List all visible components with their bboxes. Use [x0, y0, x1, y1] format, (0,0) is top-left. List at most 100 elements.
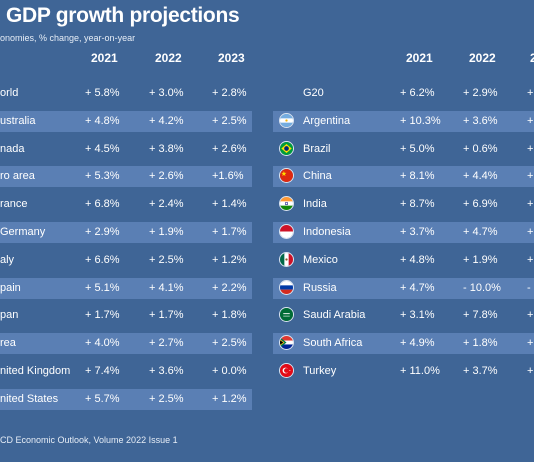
left-row-label: pain: [0, 281, 21, 294]
right-value-2: +: [527, 114, 534, 127]
right-row-label: India: [303, 198, 327, 211]
left-value-1: + 4.2%: [149, 114, 184, 127]
left-value-0: + 1.7%: [85, 309, 120, 322]
india-flag-icon: [279, 196, 294, 212]
left-value-1: + 4.1%: [149, 281, 184, 294]
right-value-0: + 11.0%: [400, 365, 440, 377]
left-row-label: rea: [0, 337, 16, 350]
right-value-2: +: [527, 226, 534, 238]
right-value-0: + 4.9%: [400, 337, 435, 350]
right-value-1: + 4.4%: [463, 170, 498, 183]
source-note: CD Economic Outlook, Volume 2022 Issue 1: [0, 435, 178, 445]
left-row-6: aly + 6.6% + 2.5% + 1.2%: [0, 250, 252, 271]
left-row-1: ustralia + 4.8% + 4.2% + 2.5%: [0, 110, 252, 132]
russia-flag-icon: [279, 279, 294, 295]
left-row-label: nited Kingdom: [0, 365, 71, 377]
right-value-1: + 7.8%: [463, 309, 498, 322]
right-value-2: +: [527, 365, 534, 377]
left-value-2: + 2.8%: [212, 87, 247, 99]
left-value-2: + 2.5%: [212, 114, 247, 127]
left-value-1: + 2.5%: [149, 392, 184, 405]
left-value-0: + 5.7%: [85, 392, 120, 405]
left-value-2: + 1.4%: [212, 198, 247, 211]
left-value-2: + 2.2%: [212, 281, 247, 294]
left-value-0: + 4.8%: [85, 114, 120, 127]
right-row-label: Saudi Arabia: [303, 309, 366, 322]
left-value-0: + 2.9%: [85, 226, 120, 238]
left-row-label: ro area: [0, 170, 35, 183]
right-value-2: +: [527, 170, 534, 183]
right-value-2: +: [527, 87, 534, 99]
china-flag-icon: [279, 168, 294, 184]
left-row-10: nited Kingdom + 7.4% + 3.6% + 0.0%: [0, 361, 252, 382]
left-value-2: + 1.2%: [212, 253, 247, 266]
left-row-label: orld: [0, 87, 19, 99]
left-value-2: + 1.7%: [212, 226, 247, 238]
right-row-label: South Africa: [303, 337, 363, 350]
right-row-label: G20: [303, 87, 324, 99]
south-africa-flag-icon: [279, 335, 294, 351]
left-header-1: 2022: [155, 51, 182, 65]
right-header-2: 2: [530, 51, 534, 65]
left-row-8: pan + 1.7% + 1.7% + 1.8%: [0, 305, 252, 326]
right-value-0: + 3.1%: [400, 309, 435, 322]
right-value-1: + 4.7%: [463, 226, 498, 238]
mexico-flag-icon: [279, 251, 294, 267]
turkey-flag-icon: [279, 363, 294, 378]
left-row-label: nada: [0, 142, 25, 155]
right-row-6: Mexico + 4.8% + 1.9% +: [273, 250, 534, 271]
right-value-1: - 10.0%: [463, 281, 501, 294]
left-row-0: orld + 5.8% + 3.0% + 2.8%: [0, 83, 252, 104]
right-row-label: Mexico: [303, 253, 338, 266]
left-value-0: + 6.8%: [85, 198, 120, 211]
right-value-1: + 0.6%: [463, 142, 498, 155]
right-value-2: +: [527, 337, 534, 350]
left-row-3: ro area + 5.3% + 2.6% +1.6%: [0, 166, 252, 188]
left-row-label: Germany: [0, 226, 46, 238]
argentina-flag-icon: [279, 112, 294, 128]
left-value-1: + 1.7%: [149, 309, 184, 322]
left-value-0: + 5.3%: [85, 170, 120, 183]
right-row-8: Saudi Arabia + 3.1% + 7.8% +: [273, 305, 534, 326]
left-row-11: nited States + 5.7% + 2.5% + 1.2%: [0, 388, 252, 410]
right-header-1: 2022: [469, 51, 496, 65]
brazil-flag-icon: [279, 140, 294, 156]
left-value-1: + 2.5%: [149, 253, 184, 266]
left-value-1: + 2.7%: [149, 337, 184, 350]
left-value-0: + 6.6%: [85, 253, 120, 266]
left-row-label: ustralia: [0, 114, 36, 127]
left-value-0: + 5.8%: [85, 87, 120, 99]
right-row-2: Brazil + 5.0% + 0.6% +: [273, 139, 534, 160]
right-row-label: China: [303, 170, 332, 183]
right-value-0: + 4.7%: [400, 281, 435, 294]
right-value-1: + 1.8%: [463, 337, 498, 350]
right-row-9: South Africa + 4.9% + 1.8% +: [273, 333, 534, 355]
right-value-1: + 6.9%: [463, 198, 498, 211]
right-value-0: + 10.3%: [400, 114, 441, 127]
right-value-2: - 4: [527, 281, 534, 294]
left-value-0: + 7.4%: [85, 365, 120, 377]
left-row-4: rance + 6.8% + 2.4% + 1.4%: [0, 194, 252, 215]
right-value-2: +: [527, 198, 534, 211]
right-header-0: 2021: [406, 51, 433, 65]
left-row-label: nited States: [0, 392, 59, 405]
saudi-arabia-flag-icon: [279, 307, 294, 323]
left-value-2: + 1.2%: [212, 392, 247, 405]
left-row-label: rance: [0, 198, 28, 211]
right-row-label: Indonesia: [303, 226, 351, 238]
right-row-3: China + 8.1% + 4.4% +: [273, 166, 534, 188]
right-value-1: + 3.6%: [463, 114, 498, 127]
left-row-5: Germany + 2.9% + 1.9% + 1.7%: [0, 222, 252, 243]
left-row-9: rea + 4.0% + 2.7% + 2.5%: [0, 333, 252, 355]
left-value-2: + 2.5%: [212, 337, 247, 350]
right-value-0: + 8.1%: [400, 170, 435, 183]
left-value-1: + 2.6%: [149, 170, 184, 183]
left-value-2: +1.6%: [212, 170, 244, 183]
left-value-2: + 0.0%: [212, 365, 247, 377]
right-value-2: +: [527, 253, 534, 266]
left-value-0: + 4.0%: [85, 337, 120, 350]
left-row-7: pain + 5.1% + 4.1% + 2.2%: [0, 277, 252, 299]
right-value-1: + 3.7%: [463, 365, 498, 377]
right-value-2: +: [527, 309, 534, 322]
left-value-1: + 3.0%: [149, 87, 184, 99]
